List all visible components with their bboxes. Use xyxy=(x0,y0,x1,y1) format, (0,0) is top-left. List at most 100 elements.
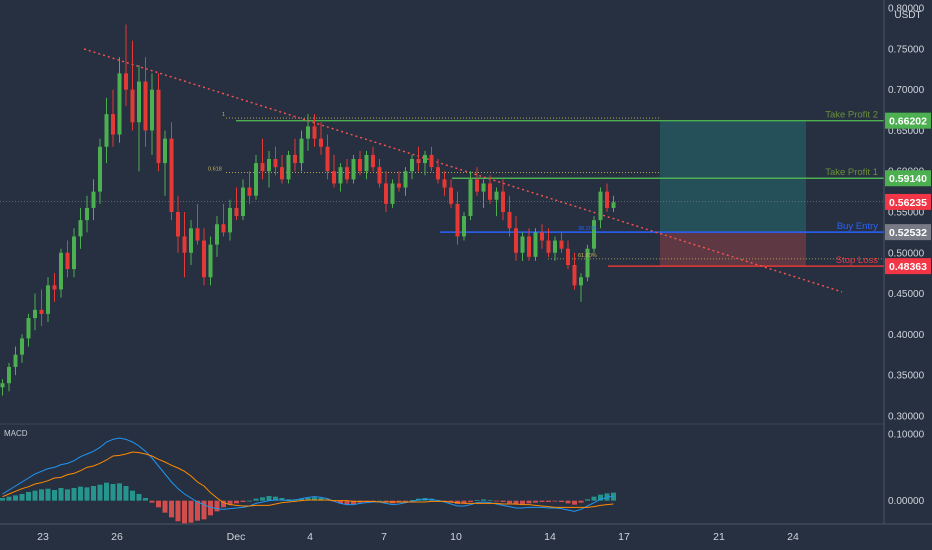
candle xyxy=(65,240,70,278)
macd-histogram-bar xyxy=(305,498,311,501)
macd-histogram-bar xyxy=(403,500,408,502)
candle xyxy=(345,159,349,184)
candle-body xyxy=(91,191,96,208)
candle-body xyxy=(390,183,395,204)
fib-labels: 1 0.618 38.20% 61.80% xyxy=(208,112,597,259)
macd-histogram-bar xyxy=(253,498,259,501)
level-badge-value: 0.56235 xyxy=(889,197,927,209)
macd-histogram-bar xyxy=(513,500,519,505)
candle xyxy=(52,273,57,302)
candle-body xyxy=(611,202,616,208)
stop-zone[interactable] xyxy=(660,232,806,267)
macd-histogram-bar xyxy=(578,500,584,503)
macd-histogram-bar xyxy=(318,498,324,501)
macd-histogram-bar xyxy=(591,496,597,501)
macd-histogram-bar xyxy=(507,500,512,504)
candle xyxy=(72,228,76,278)
macd-histogram-bar xyxy=(487,500,493,501)
candle xyxy=(520,232,525,261)
candle-body xyxy=(449,187,453,204)
candle-body xyxy=(267,159,271,172)
level-label: Stop Loss xyxy=(836,255,878,266)
price-tick-label: 0.55000 xyxy=(888,208,925,219)
candle-body xyxy=(540,232,544,241)
candle-body xyxy=(65,252,70,270)
macd-histogram-bar xyxy=(273,496,278,501)
price-tick-label: 0.40000 xyxy=(888,330,925,341)
candle-body xyxy=(585,248,590,278)
macd-histogram-bar xyxy=(91,486,96,501)
risk-reward-zones[interactable] xyxy=(660,120,806,267)
macd-histogram-bar xyxy=(156,500,161,508)
price-axis[interactable]: USDT 0.800000.750000.700000.650000.60000… xyxy=(883,0,931,524)
candle-body xyxy=(169,138,174,212)
price-axis-unit: USDT xyxy=(894,10,921,21)
candle xyxy=(371,146,375,172)
candle-body xyxy=(59,252,63,290)
candle xyxy=(163,130,167,196)
candle-body xyxy=(13,354,18,367)
candle-body xyxy=(33,309,37,318)
candle xyxy=(33,293,37,331)
macd-histogram-bar xyxy=(169,500,174,518)
candle-body xyxy=(527,236,531,257)
candle-body xyxy=(273,159,278,168)
candle xyxy=(312,114,317,147)
macd-histogram-bar xyxy=(526,500,532,504)
macd-histogram-bar xyxy=(351,500,356,504)
candle xyxy=(215,216,219,257)
candle-body xyxy=(416,159,421,164)
macd-histogram-bar xyxy=(468,500,473,502)
macd-histogram-bar xyxy=(175,500,181,522)
candle xyxy=(111,89,115,147)
candle xyxy=(429,146,434,172)
candle xyxy=(280,154,284,184)
candle-body xyxy=(462,216,466,237)
macd-histogram-bar xyxy=(19,494,25,501)
candle xyxy=(488,175,492,204)
macd-histogram-bar xyxy=(97,484,103,501)
candle-body xyxy=(150,89,154,131)
candle-body xyxy=(384,183,388,204)
target-zone[interactable] xyxy=(660,120,806,233)
macd-histogram-bar xyxy=(143,498,148,501)
level-label: Take Profit 2 xyxy=(825,110,878,121)
candle-body xyxy=(520,236,525,253)
candle xyxy=(540,224,544,249)
candle xyxy=(241,179,245,221)
candle xyxy=(475,167,479,196)
candle xyxy=(156,73,161,172)
macd-histogram-bar xyxy=(136,494,142,501)
candle-body xyxy=(533,232,538,257)
macd-histogram-bar xyxy=(123,486,129,501)
candle xyxy=(260,138,265,180)
macd-histogram-bar xyxy=(201,500,207,520)
candle-body xyxy=(78,220,83,237)
macd-histogram-bar xyxy=(45,488,51,501)
candle xyxy=(189,220,193,265)
macd-histogram-bar xyxy=(260,497,265,501)
macd-histogram-bar xyxy=(494,500,499,502)
candle-body xyxy=(592,220,596,249)
candle xyxy=(598,187,603,229)
candle xyxy=(397,171,401,192)
candle xyxy=(254,154,258,200)
candle xyxy=(585,244,590,282)
candle xyxy=(150,73,154,155)
level-label: Buy Entry xyxy=(837,221,878,232)
candle xyxy=(130,40,135,131)
candle-body xyxy=(371,154,375,168)
macd-histogram-bar xyxy=(266,496,272,501)
macd-histogram-bar xyxy=(188,500,194,523)
candle xyxy=(98,138,102,204)
candle-body xyxy=(163,138,167,164)
macd-pane[interactable]: MACD xyxy=(0,429,616,524)
macd-histogram-bar xyxy=(26,492,31,501)
candle xyxy=(416,146,421,172)
candle xyxy=(234,187,239,221)
macd-histogram-bar xyxy=(162,500,168,513)
candle-body xyxy=(111,114,115,135)
time-axis[interactable]: 23 26 Dec 4 7 10 14 17 21 24 xyxy=(0,523,932,543)
